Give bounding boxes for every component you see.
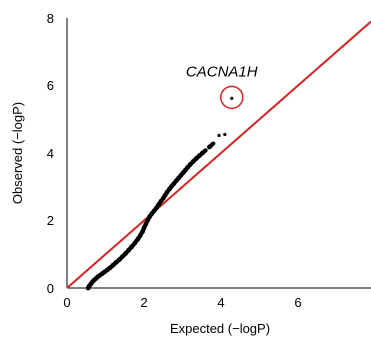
y-tick-label: 4 bbox=[47, 146, 54, 161]
x-axis-title: Expected (−logP) bbox=[170, 321, 270, 336]
y-tick-label: 0 bbox=[47, 281, 54, 296]
x-tick-label: 4 bbox=[217, 295, 224, 310]
reference-line bbox=[66, 20, 371, 289]
annotation-group: CACNA1H bbox=[186, 63, 258, 110]
y-axis-title: Observed (−logP) bbox=[10, 102, 25, 204]
annotation-label: CACNA1H bbox=[186, 63, 258, 80]
y-tick-labels: 0 2 4 6 8 bbox=[47, 11, 54, 296]
y-tick-label: 6 bbox=[47, 78, 54, 93]
x-tick-label: 2 bbox=[140, 295, 147, 310]
y-tick-label: 8 bbox=[47, 11, 54, 26]
data-point bbox=[204, 148, 208, 152]
x-tick-labels: 0 2 4 6 bbox=[63, 295, 301, 310]
x-tick-label: 0 bbox=[63, 295, 70, 310]
y-tick-label: 2 bbox=[47, 213, 54, 228]
data-point bbox=[217, 133, 221, 138]
annotation-point bbox=[230, 96, 234, 100]
x-tick-label: 6 bbox=[294, 295, 301, 310]
annotation-circle bbox=[220, 85, 244, 110]
plot-area: 0 2 4 6 0 2 4 6 8 CACNA1H bbox=[47, 11, 371, 310]
data-point bbox=[211, 141, 215, 146]
data-points bbox=[85, 132, 227, 291]
data-point bbox=[223, 132, 227, 137]
